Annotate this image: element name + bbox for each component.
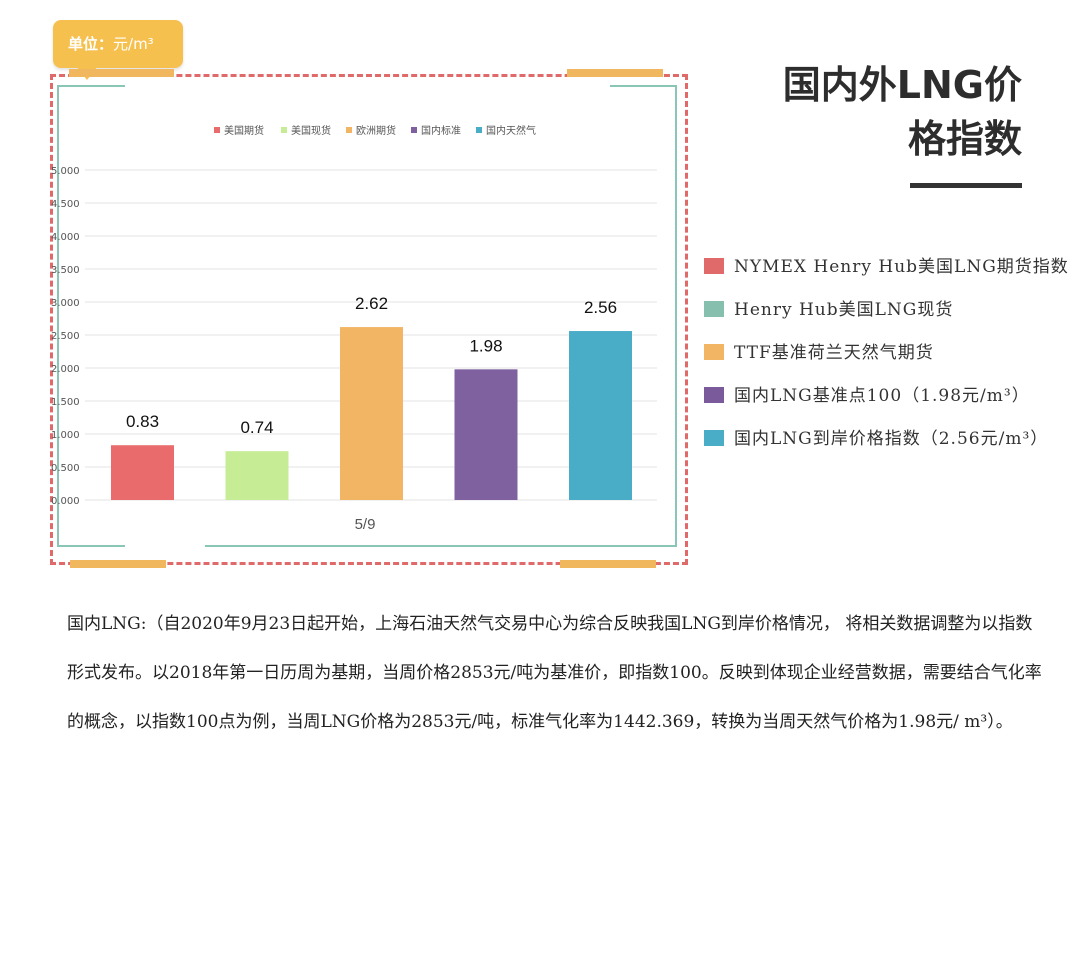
unit-badge: 单位：元/m³ [53,20,183,68]
legend-right-swatch [704,344,724,360]
legend-swatch [214,127,220,133]
bar [340,327,403,500]
y-tick-label: 5.000 [51,166,80,177]
bar-value-label: 0.83 [126,412,159,431]
bar [569,331,632,500]
watermark [955,412,1050,497]
bar-value-label: 1.98 [469,336,502,355]
legend-swatch [411,127,417,133]
y-tick-label: 0.500 [51,463,80,474]
legend-right-text: 国内LNG到岸价格指数（2.56元/m³） [734,429,1049,449]
legend-right-item: TTF基准荷兰天然气期货 [700,338,1075,369]
legend-right-text: Henry Hub美国LNG现货 [734,300,954,320]
legend-swatch [346,127,352,133]
legend-label: 国内标准 [421,124,461,137]
unit-value: 元/m³ [113,35,154,53]
bar [225,451,289,500]
frame-gap-bottom [125,543,205,551]
bar-value-label: 0.74 [240,418,273,437]
page-title-line-1: 国内外LNG价 [782,63,1022,107]
unit-label: 单位： [68,35,114,53]
y-tick-label: 1.000 [51,430,80,441]
title-underline [910,183,1022,188]
frame-gap-top [125,82,610,90]
legend-right-item: NYMEX Henry Hub美国LNG期货指数 [700,252,1075,283]
legend-right-text: 国内LNG基准点100（1.98元/m³） [734,386,1030,406]
legend-label: 欧洲期货 [356,124,396,137]
bar [454,369,518,500]
y-tick-label: 2.000 [51,364,80,375]
y-tick-label: 4.000 [51,232,80,243]
frame-tab-top-left [69,69,174,77]
y-tick-label: 3.500 [51,265,80,276]
legend-right-item: 国内LNG到岸价格指数（2.56元/m³） [700,424,1075,455]
legend-label: 美国现货 [291,124,331,137]
y-tick-label: 2.500 [51,331,80,342]
bar-value-label: 2.62 [355,294,388,313]
legend-right-text: TTF基准荷兰天然气期货 [734,343,934,363]
legend-swatch [476,127,482,133]
legend-label: 美国期货 [224,124,264,137]
x-tick-label: 5/9 [355,516,376,533]
legend-right-item: 国内LNG基准点100（1.98元/m³） [700,381,1075,412]
legend-right-swatch [704,430,724,446]
page-title: 国内外LNG价 格指数 [722,58,1022,166]
legend-right-text: NYMEX Henry Hub美国LNG期货指数 [734,257,1069,277]
legend-right-item: Henry Hub美国LNG现货 [700,295,1075,326]
bar [111,445,174,500]
frame-tab-top-right [567,69,663,77]
frame-tab-bottom-right [560,560,656,568]
y-tick-label: 1.500 [51,397,80,408]
description-paragraph: 国内LNG:（自2020年9月23日起开始，上海石油天然气交易中心为综合反映我国… [67,614,1042,732]
legend-swatch [281,127,287,133]
y-tick-label: 3.000 [51,298,80,309]
frame-tab-bottom-left [70,560,166,568]
legend-right-swatch [704,301,724,317]
y-tick-label: 0.000 [51,496,80,507]
legend-right: NYMEX Henry Hub美国LNG期货指数 Henry Hub美国LNG现货… [700,252,1075,467]
legend-label: 国内天然气 [486,124,536,137]
page-title-line-2: 格指数 [907,117,1022,161]
legend-right-swatch [704,258,724,274]
bar-value-label: 2.56 [584,298,617,317]
chart-frame-outer [50,74,688,565]
legend-right-swatch [704,387,724,403]
y-tick-label: 4.500 [51,199,80,210]
